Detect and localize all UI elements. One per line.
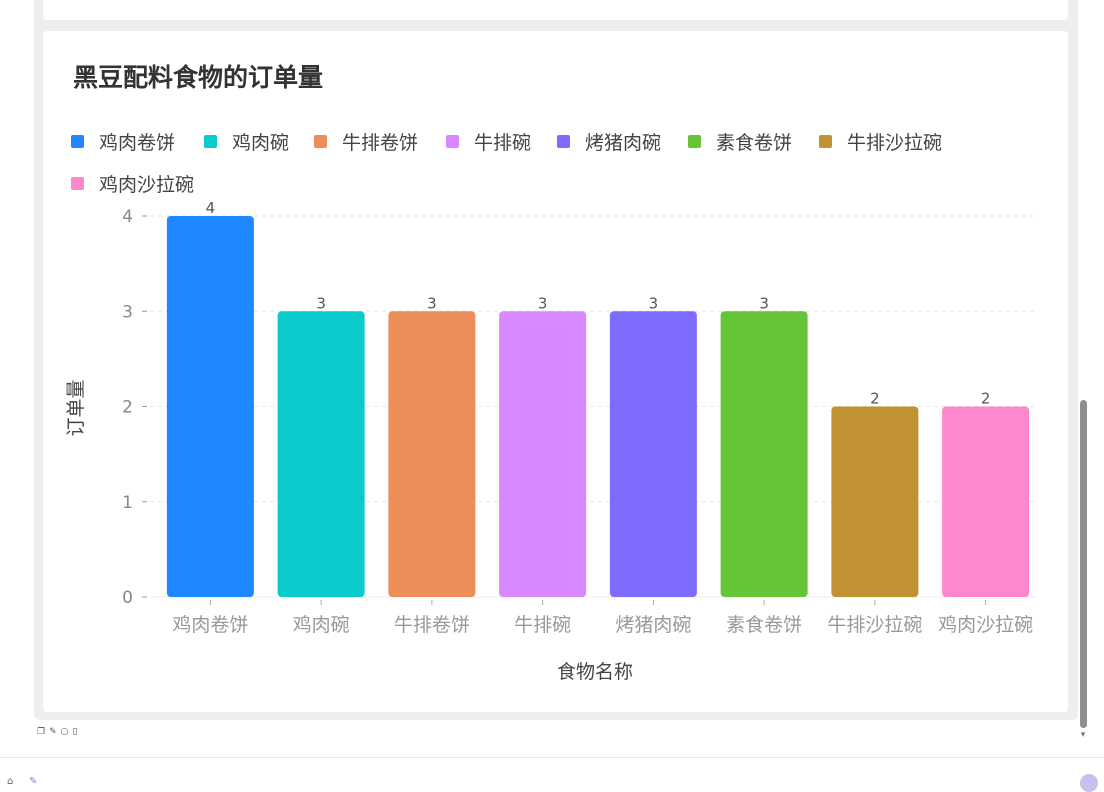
- bar-value-label: 3: [316, 294, 326, 312]
- bar-value-label: 3: [649, 294, 659, 312]
- legend-label: 牛排卷饼: [342, 132, 419, 154]
- legend-label: 鸡肉沙拉碗: [99, 174, 195, 196]
- bar-value-label: 2: [981, 390, 991, 408]
- legend-item[interactable]: 鸡肉碗: [204, 128, 289, 155]
- legend-swatch: [204, 135, 217, 148]
- legend-swatch: [314, 135, 327, 148]
- legend-item[interactable]: 牛排碗: [446, 128, 531, 155]
- bar: [277, 311, 365, 597]
- refresh-icon[interactable]: ○: [60, 727, 69, 737]
- bar: [499, 311, 587, 597]
- bar-value-label: 3: [427, 294, 437, 312]
- legend-swatch: [819, 135, 832, 148]
- legend-item[interactable]: 牛排卷饼: [314, 128, 418, 155]
- legend-label: 烤猪肉碗: [585, 132, 662, 154]
- x-tick-label: 鸡肉卷饼: [172, 614, 248, 636]
- y-tick-label: 4: [122, 207, 133, 227]
- x-tick-label: 牛排沙拉碗: [827, 614, 922, 636]
- x-tick-label: 烤猪肉碗: [615, 614, 691, 636]
- legend-swatch: [446, 135, 459, 148]
- bar: [720, 311, 808, 597]
- input-bar: [0, 758, 1104, 786]
- legend-item[interactable]: 牛排沙拉碗: [819, 128, 942, 155]
- copy-icon[interactable]: ❐: [37, 727, 46, 737]
- y-tick-label: 0: [122, 588, 133, 608]
- y-tick-label: 2: [122, 398, 133, 418]
- delete-icon[interactable]: ▯: [72, 727, 78, 737]
- legend-swatch: [557, 135, 570, 148]
- legend-label: 鸡肉卷饼: [99, 132, 176, 154]
- legend-swatch: [688, 135, 701, 148]
- y-axis-title: 订单量: [65, 379, 87, 436]
- x-tick-label: 鸡肉沙拉碗: [938, 614, 1033, 636]
- bar-value-label: 2: [870, 390, 880, 408]
- legend-label: 牛排碗: [474, 132, 532, 154]
- x-tick-label: 牛排碗: [514, 614, 571, 636]
- bar-value-label: 4: [206, 199, 216, 217]
- send-button[interactable]: [1080, 774, 1098, 792]
- legend-label: 素食卷饼: [716, 132, 793, 154]
- x-tick-label: 鸡肉碗: [293, 614, 350, 636]
- legend-swatch: [71, 135, 84, 148]
- legend-item[interactable]: 烤猪肉碗: [557, 128, 661, 155]
- bar-value-label: 3: [759, 294, 769, 312]
- x-tick-label: 牛排卷饼: [394, 614, 470, 636]
- legend-swatch: [71, 177, 84, 190]
- bar: [166, 216, 254, 597]
- previous-card: [43, 0, 1068, 20]
- bar: [388, 311, 476, 597]
- scrollbar-thumb[interactable]: [1080, 400, 1087, 728]
- legend-item[interactable]: 鸡肉沙拉碗: [71, 170, 194, 197]
- x-axis-title: 食物名称: [557, 661, 633, 683]
- y-tick-label: 1: [122, 493, 133, 513]
- legend-item[interactable]: 素食卷饼: [688, 128, 792, 155]
- scroll-down-arrow[interactable]: ▾: [1080, 730, 1086, 740]
- chart-title: 黑豆配料食物的订单量: [73, 63, 324, 92]
- bar: [831, 406, 919, 597]
- message-toolbar: ❐ ✎ ○ ▯: [37, 727, 77, 737]
- bar: [942, 406, 1030, 597]
- edit-icon[interactable]: ✎: [49, 727, 57, 737]
- divider: [0, 757, 1104, 758]
- bar-value-label: 3: [538, 294, 548, 312]
- y-tick-label: 3: [122, 302, 133, 322]
- x-tick-label: 素食卷饼: [726, 614, 802, 636]
- attach-icon[interactable]: ⌂: [7, 776, 14, 787]
- legend-label: 牛排沙拉碗: [847, 132, 943, 154]
- legend-item[interactable]: 鸡肉卷饼: [71, 128, 175, 155]
- pencil-icon[interactable]: ✎: [29, 776, 38, 787]
- legend-label: 鸡肉碗: [232, 132, 290, 154]
- bar: [609, 311, 697, 597]
